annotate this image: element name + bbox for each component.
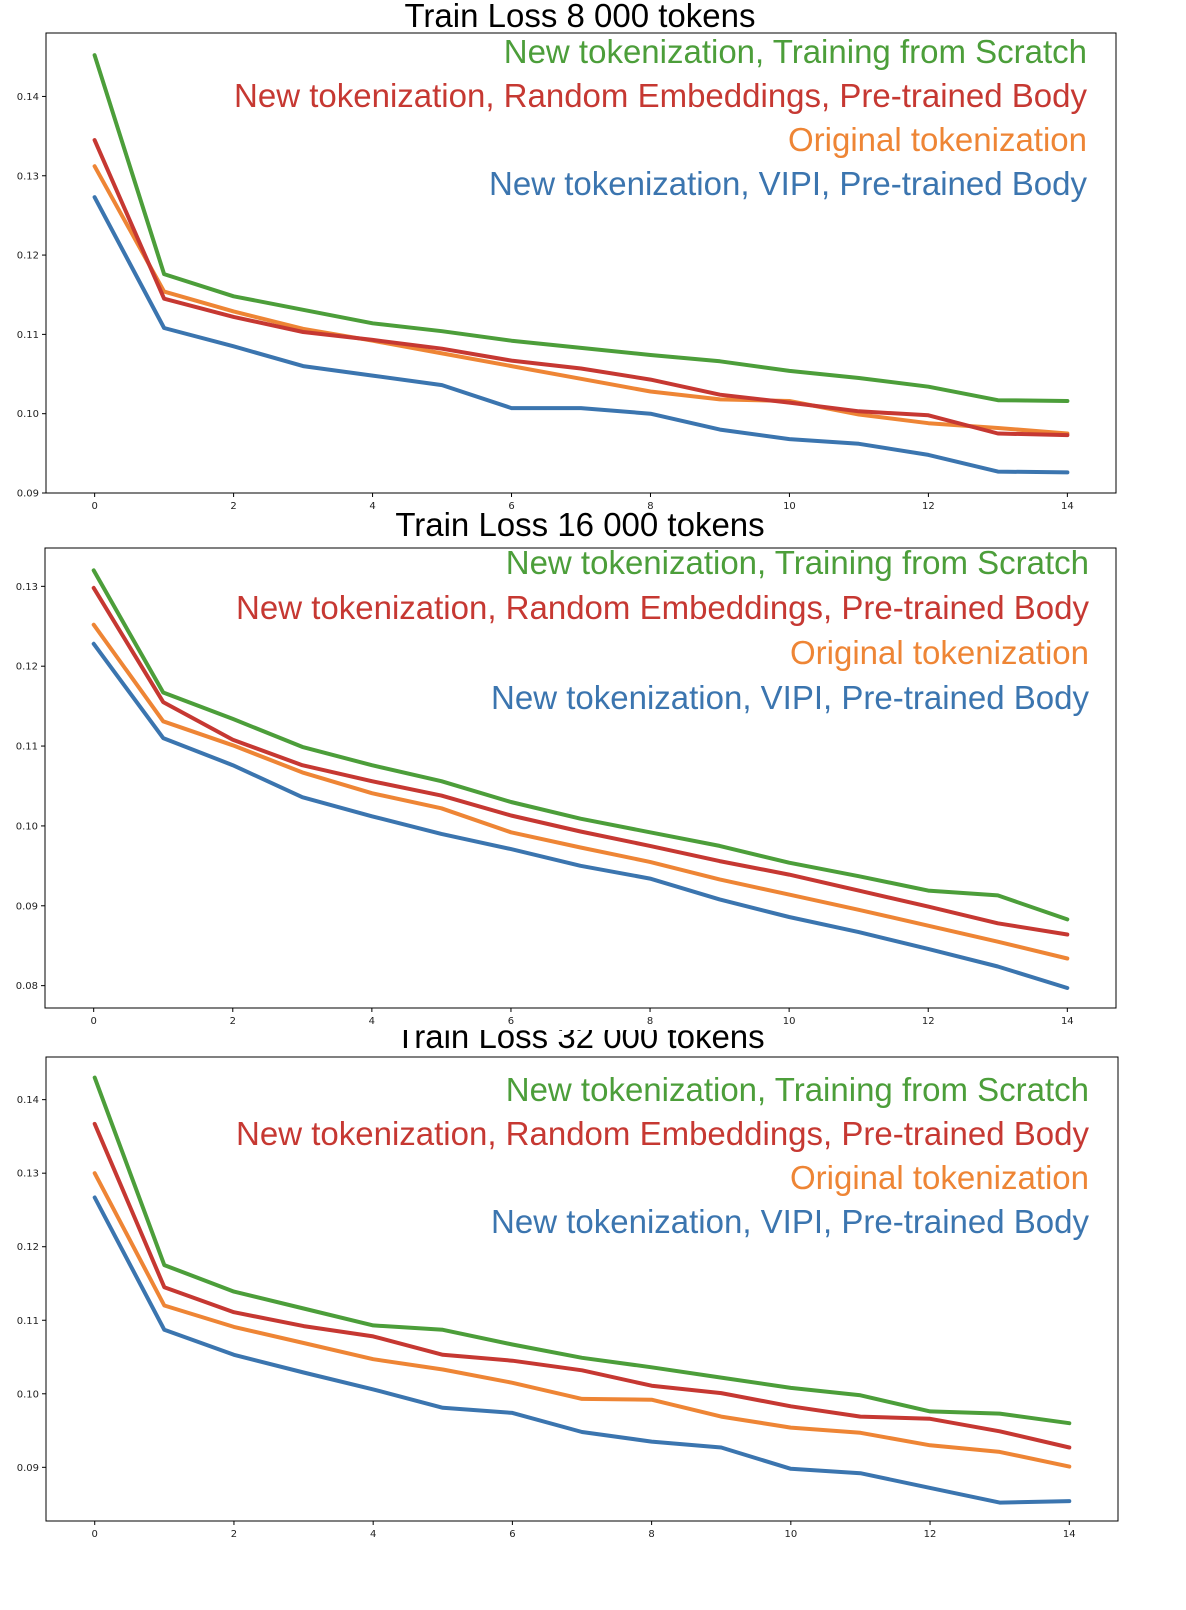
y-tick-label: 0.11 — [16, 742, 38, 753]
chart-svg-16000: 0 2 4 6 8 10 12 14 0.08 0.09 0.10 0.11 0.12 0.13 Train… — [16, 510, 1117, 1027]
series-line-green — [92, 1075, 1072, 1426]
x-tick-label: 0 — [90, 1016, 96, 1027]
legend-entry-new-tokenization-training-from-scratch: New tokenization, Training from Scratch — [506, 1071, 1089, 1108]
x-tick-label: 8 — [647, 501, 653, 510]
series-line-orange — [92, 1171, 1072, 1469]
y-tick-label: 0.12 — [16, 662, 38, 673]
series-line-orange — [91, 622, 1070, 961]
y-tick-label: 0.09 — [17, 1463, 39, 1474]
x-tick-label: 10 — [783, 1016, 796, 1027]
y-tick-label: 0.12 — [17, 251, 39, 262]
series-line-red — [92, 138, 1070, 438]
x-tick-label: 14 — [1061, 1016, 1074, 1027]
y-tick-label: 0.11 — [17, 330, 39, 341]
x-tick-label: 12 — [922, 501, 935, 510]
x-tick-label: 8 — [647, 1016, 653, 1027]
y-tick-label: 0.11 — [17, 1316, 39, 1327]
x-tick-label: 6 — [509, 1529, 515, 1540]
y-tick-label: 0.13 — [17, 171, 39, 182]
legend-entry-new-tokenization-vipi-pre-trained-body: New tokenization, VIPI, Pre-trained Body — [491, 1203, 1089, 1240]
legend-entry-original-tokenization: Original tokenization — [790, 1159, 1089, 1196]
x-tick-label: 6 — [508, 501, 514, 510]
legend-entry-new-tokenization-training-from-scratch: New tokenization, Training from Scratch — [506, 544, 1089, 581]
y-tick-label: 0.14 — [17, 92, 39, 103]
y-tick-label: 0.10 — [17, 1389, 39, 1400]
y-tick-label: 0.13 — [16, 582, 38, 593]
chart-title: Train Loss 8 000 tokens — [405, 0, 756, 34]
x-tick-label: 14 — [1063, 1529, 1076, 1540]
x-tick-label: 0 — [91, 501, 97, 510]
y-tick-label: 0.09 — [17, 489, 39, 500]
series-line-blue — [92, 1195, 1072, 1505]
chart-svg-8000: 0 2 4 6 8 10 12 14 0.09 0.10 0.11 0.12 0.13 0.14 Train… — [17, 0, 1117, 510]
chart-svg-32000: 0 2 4 6 8 10 12 14 0.09 0.10 0.11 0.12 0.13 0.14 Train… — [17, 1030, 1119, 1540]
y-tick-label: 0.09 — [16, 901, 38, 912]
x-tick-label: 4 — [369, 501, 375, 510]
x-tick-label: 2 — [230, 501, 236, 510]
x-tick-label: 10 — [784, 1529, 797, 1540]
y-tick-label: 0.10 — [17, 409, 39, 420]
x-tick-label: 2 — [230, 1016, 236, 1027]
legend-entry-new-tokenization-vipi-pre-trained-body: New tokenization, VIPI, Pre-trained Body — [491, 679, 1089, 716]
x-tick-label: 10 — [783, 501, 796, 510]
plot-frame — [45, 1056, 1119, 1522]
legend-entry-new-tokenization-random-embeddings-pre-trained-body: New tokenization, Random Embeddings, Pre… — [234, 77, 1087, 114]
x-tick-label: 6 — [508, 1016, 514, 1027]
legend-entry-new-tokenization-training-from-scratch: New tokenization, Training from Scratch — [504, 33, 1087, 70]
series-line-green — [92, 53, 1070, 403]
plot-frame — [44, 547, 1117, 1009]
series-line-blue — [92, 195, 1070, 475]
y-tick-label: 0.12 — [17, 1242, 39, 1253]
legend-entry-original-tokenization: Original tokenization — [788, 121, 1087, 158]
chart-title: Train Loss 16 000 tokens — [395, 510, 764, 543]
chart-panel-32000: 0 2 4 6 8 10 12 14 0.09 0.10 0.11 0.12 0.13 0.14 Train… — [0, 1030, 1186, 1610]
chart-panel-16000: 0 2 4 6 8 10 12 14 0.08 0.09 0.10 0.11 0.12 0.13 Train… — [0, 510, 1186, 1030]
series-line-red — [92, 1121, 1072, 1450]
x-tick-label: 0 — [92, 1529, 98, 1540]
legend-entry-new-tokenization-random-embeddings-pre-trained-body: New tokenization, Random Embeddings, Pre… — [236, 589, 1089, 626]
y-tick-label: 0.08 — [16, 981, 38, 992]
x-tick-label: 4 — [369, 1016, 375, 1027]
series-line-green — [91, 568, 1070, 922]
series-line-orange — [92, 164, 1070, 436]
x-tick-label: 2 — [231, 1529, 237, 1540]
y-tick-label: 0.13 — [17, 1169, 39, 1180]
legend-entry-new-tokenization-random-embeddings-pre-trained-body: New tokenization, Random Embeddings, Pre… — [236, 1115, 1089, 1152]
chart-title: Train Loss 32 000 tokens — [395, 1030, 764, 1055]
legend-entry-new-tokenization-vipi-pre-trained-body: New tokenization, VIPI, Pre-trained Body — [489, 165, 1087, 202]
x-tick-label: 8 — [648, 1529, 654, 1540]
legend-entry-original-tokenization: Original tokenization — [790, 634, 1089, 671]
x-tick-label: 14 — [1061, 501, 1074, 510]
chart-panel-8000: 0 2 4 6 8 10 12 14 0.09 0.10 0.11 0.12 0.13 0.14 Train… — [0, 0, 1186, 510]
y-tick-label: 0.10 — [16, 821, 38, 832]
series-line-blue — [91, 641, 1070, 990]
plot-frame — [45, 32, 1117, 494]
x-tick-label: 4 — [370, 1529, 376, 1540]
x-tick-label: 12 — [924, 1529, 937, 1540]
y-tick-label: 0.14 — [17, 1095, 39, 1106]
series-line-red — [91, 585, 1070, 937]
x-tick-label: 12 — [922, 1016, 935, 1027]
